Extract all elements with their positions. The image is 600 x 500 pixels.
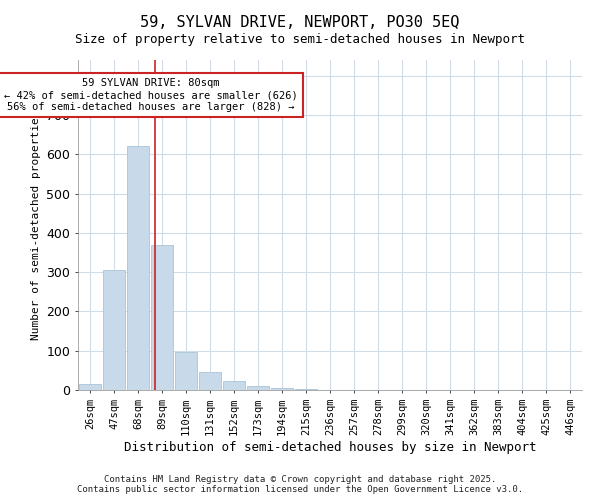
- Text: 59, SYLVAN DRIVE, NEWPORT, PO30 5EQ: 59, SYLVAN DRIVE, NEWPORT, PO30 5EQ: [140, 15, 460, 30]
- Bar: [247, 386, 269, 390]
- Bar: [127, 146, 149, 390]
- Bar: [175, 352, 197, 390]
- Text: 59 SYLVAN DRIVE: 80sqm
← 42% of semi-detached houses are smaller (626)
56% of se: 59 SYLVAN DRIVE: 80sqm ← 42% of semi-det…: [4, 78, 298, 112]
- Text: Contains HM Land Registry data © Crown copyright and database right 2025.
Contai: Contains HM Land Registry data © Crown c…: [77, 474, 523, 494]
- Bar: [223, 382, 245, 390]
- Bar: [103, 270, 125, 390]
- Text: Size of property relative to semi-detached houses in Newport: Size of property relative to semi-detach…: [75, 32, 525, 46]
- Bar: [79, 384, 101, 390]
- X-axis label: Distribution of semi-detached houses by size in Newport: Distribution of semi-detached houses by …: [124, 440, 536, 454]
- Y-axis label: Number of semi-detached properties: Number of semi-detached properties: [31, 110, 41, 340]
- Bar: [295, 389, 317, 390]
- Bar: [151, 244, 173, 390]
- Bar: [271, 388, 293, 390]
- Bar: [199, 372, 221, 390]
